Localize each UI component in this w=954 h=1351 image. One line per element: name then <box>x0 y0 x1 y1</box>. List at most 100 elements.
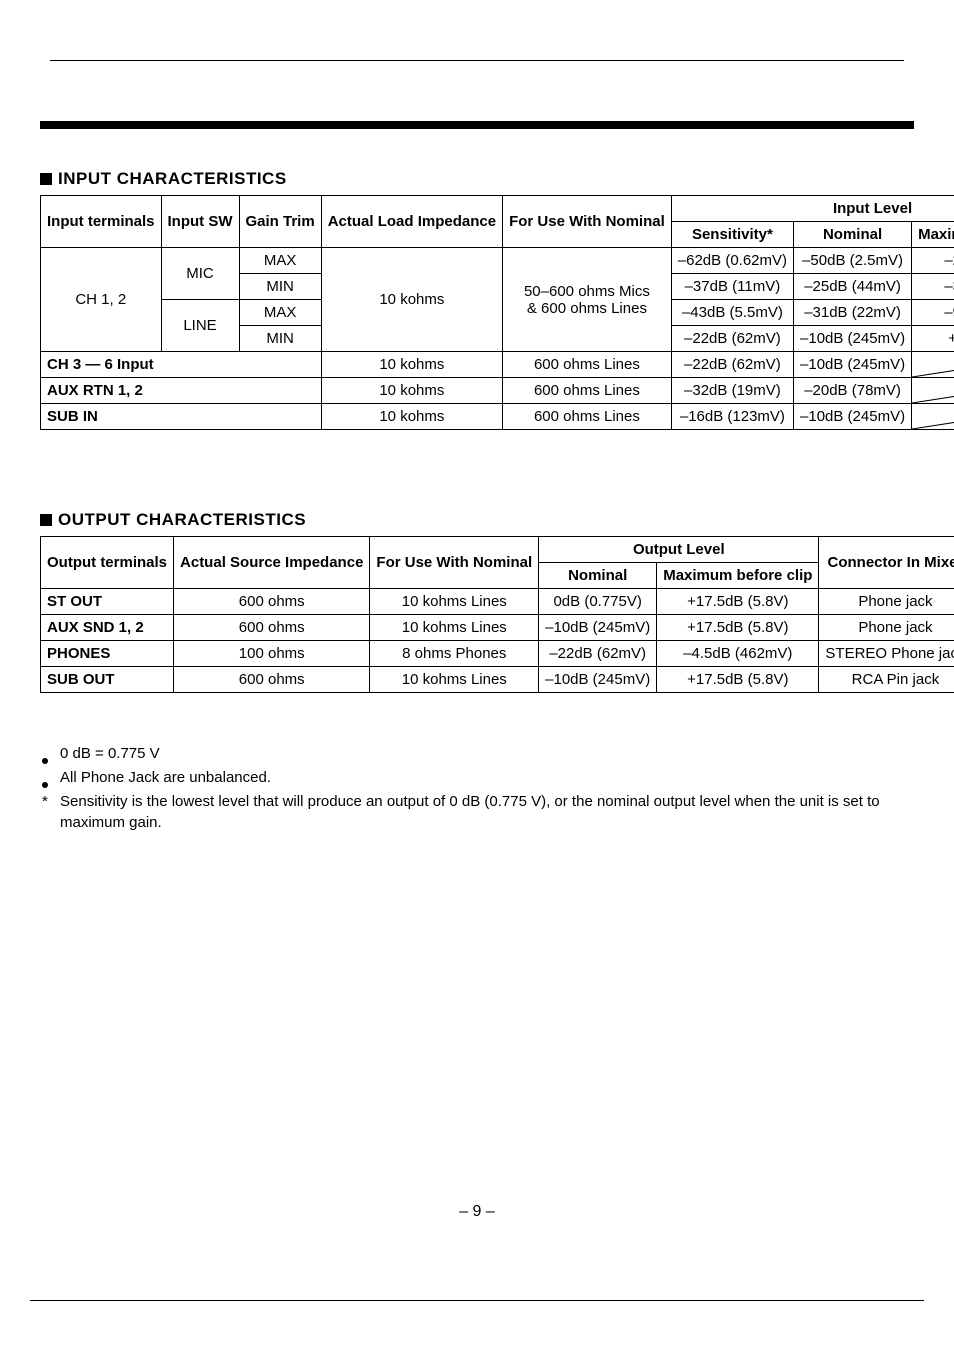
asterisk-icon: * <box>40 791 60 813</box>
cell-imp: 600 ohms <box>174 667 370 693</box>
cell-max: +12dB (3.1V) <box>912 326 954 352</box>
cell-max: MAX <box>239 248 321 274</box>
bullet-icon <box>40 743 60 765</box>
hdr-max-clip: Maximum before clip <box>912 222 954 248</box>
output-title-text: OUTPUT CHARACTERISTICS <box>58 510 306 529</box>
table-header-row: Input terminals Input SW Gain Trim Actua… <box>41 196 954 222</box>
hdr-input-terminals: Input terminals <box>41 196 162 248</box>
hdr-output-level: Output Level <box>539 537 819 563</box>
cell-max: –9dB (275mV) <box>912 300 954 326</box>
table-row: AUX RTN 1, 2 10 kohms 600 ohms Lines –32… <box>41 378 954 404</box>
cell-imp: 600 ohms <box>174 589 370 615</box>
square-bullet-icon <box>40 173 52 185</box>
footnotes: 0 dB = 0.775 V All Phone Jack are unbala… <box>40 743 914 834</box>
cell-impedance: 10 kohms <box>321 378 502 404</box>
note-text: Sensitivity is the lowest level that wil… <box>60 791 914 835</box>
cell-ch12: CH 1, 2 <box>41 248 162 352</box>
hdr-nominal: Nominal <box>539 563 657 589</box>
hdr-output-terminals: Output terminals <box>41 537 174 589</box>
cell-max: MAX <box>239 300 321 326</box>
cell-subin: SUB IN <box>41 404 322 430</box>
cell-conn: RCA Pin jack <box>819 667 954 693</box>
hdr-actual-load: Actual Load Impedance <box>321 196 502 248</box>
cell-term: PHONES <box>41 641 174 667</box>
cell-diagonal <box>912 404 954 430</box>
cell-mic: MIC <box>161 248 239 300</box>
cell-sens: –43dB (5.5mV) <box>671 300 793 326</box>
cell-sens: –22dB (62mV) <box>671 352 793 378</box>
cell-line: LINE <box>161 300 239 352</box>
hdr-actual-source: Actual Source Impedance <box>174 537 370 589</box>
cell-conn: STEREO Phone jack <box>819 641 954 667</box>
table-header-row: Output terminals Actual Source Impedance… <box>41 537 954 563</box>
cell-nom: –10dB (245mV) <box>539 667 657 693</box>
cell-diagonal <box>912 378 954 404</box>
cell-use-with: 600 ohms Lines <box>503 404 672 430</box>
cell-nom: –22dB (62mV) <box>539 641 657 667</box>
use-with-line2: & 600 ohms Lines <box>527 300 647 317</box>
hdr-max-clip: Maximum before clip <box>657 563 819 589</box>
cell-sens: –16dB (123mV) <box>671 404 793 430</box>
hdr-input-sw: Input SW <box>161 196 239 248</box>
top-rule <box>50 60 904 61</box>
cell-term: ST OUT <box>41 589 174 615</box>
cell-nom: –20dB (78mV) <box>794 378 912 404</box>
table-row: AUX SND 1, 2 600 ohms 10 kohms Lines –10… <box>41 615 954 641</box>
cell-nom: –31dB (22mV) <box>794 300 912 326</box>
hdr-input-level: Input Level <box>671 196 954 222</box>
cell-max: –3dB (549mV) <box>912 274 954 300</box>
note-row: * Sensitivity is the lowest level that w… <box>40 791 914 835</box>
cell-sens: –37dB (11mV) <box>671 274 793 300</box>
input-section-title: INPUT CHARACTERISTICS <box>40 169 914 189</box>
cell-diagonal <box>912 352 954 378</box>
cell-min: MIN <box>239 326 321 352</box>
input-characteristics-table: Input terminals Input SW Gain Trim Actua… <box>40 195 954 430</box>
cell-nom: –10dB (245mV) <box>794 352 912 378</box>
input-title-text: INPUT CHARACTERISTICS <box>58 169 287 188</box>
cell-impedance: 10 kohms <box>321 352 502 378</box>
cell-nom: –50dB (2.5mV) <box>794 248 912 274</box>
table-row: SUB OUT 600 ohms 10 kohms Lines –10dB (2… <box>41 667 954 693</box>
output-characteristics-table: Output terminals Actual Source Impedance… <box>40 536 954 693</box>
cell-max: +17.5dB (5.8V) <box>657 615 819 641</box>
cell-sens: –62dB (0.62mV) <box>671 248 793 274</box>
table-row: ST OUT 600 ohms 10 kohms Lines 0dB (0.77… <box>41 589 954 615</box>
cell-imp: 100 ohms <box>174 641 370 667</box>
note-row: All Phone Jack are unbalanced. <box>40 767 914 789</box>
table-row: PHONES 100 ohms 8 ohms Phones –22dB (62m… <box>41 641 954 667</box>
hdr-connector: Connector In Mixer <box>819 537 954 589</box>
cell-use: 10 kohms Lines <box>370 615 539 641</box>
output-section-title: OUTPUT CHARACTERISTICS <box>40 510 914 530</box>
cell-ch36: CH 3 — 6 Input <box>41 352 322 378</box>
cell-use-with: 600 ohms Lines <box>503 378 672 404</box>
cell-max: –4.5dB (462mV) <box>657 641 819 667</box>
cell-use-with: 600 ohms Lines <box>503 352 672 378</box>
note-text: 0 dB = 0.775 V <box>60 743 160 765</box>
bottom-rule <box>30 1300 924 1301</box>
cell-max: +17.5dB (5.8V) <box>657 589 819 615</box>
cell-sens: –32dB (19mV) <box>671 378 793 404</box>
cell-imp: 600 ohms <box>174 615 370 641</box>
cell-max: +17.5dB (5.8V) <box>657 667 819 693</box>
hdr-for-use-with: For Use With Nominal <box>503 196 672 248</box>
cell-min: MIN <box>239 274 321 300</box>
square-bullet-icon <box>40 514 52 526</box>
hdr-gain-trim: Gain Trim <box>239 196 321 248</box>
table-row: CH 1, 2 MIC MAX 10 kohms 50–600 ohms Mic… <box>41 248 954 274</box>
cell-nom: –10dB (245mV) <box>794 326 912 352</box>
cell-term: SUB OUT <box>41 667 174 693</box>
note-row: 0 dB = 0.775 V <box>40 743 914 765</box>
cell-nom: –10dB (245mV) <box>539 615 657 641</box>
cell-nom: –25dB (44mV) <box>794 274 912 300</box>
table-row: SUB IN 10 kohms 600 ohms Lines –16dB (12… <box>41 404 954 430</box>
cell-nom: 0dB (0.775V) <box>539 589 657 615</box>
table-row: CH 3 — 6 Input 10 kohms 600 ohms Lines –… <box>41 352 954 378</box>
note-text: All Phone Jack are unbalanced. <box>60 767 271 789</box>
page-number: – 9 – <box>0 1203 954 1221</box>
cell-use-with: 50–600 ohms Mics & 600 ohms Lines <box>503 248 672 352</box>
title-bar <box>40 121 914 129</box>
page: INPUT CHARACTERISTICS Input terminals In… <box>0 0 954 1351</box>
use-with-line1: 50–600 ohms Mics <box>524 283 650 300</box>
cell-max: –28dB (31mV) <box>912 248 954 274</box>
cell-use: 10 kohms Lines <box>370 667 539 693</box>
